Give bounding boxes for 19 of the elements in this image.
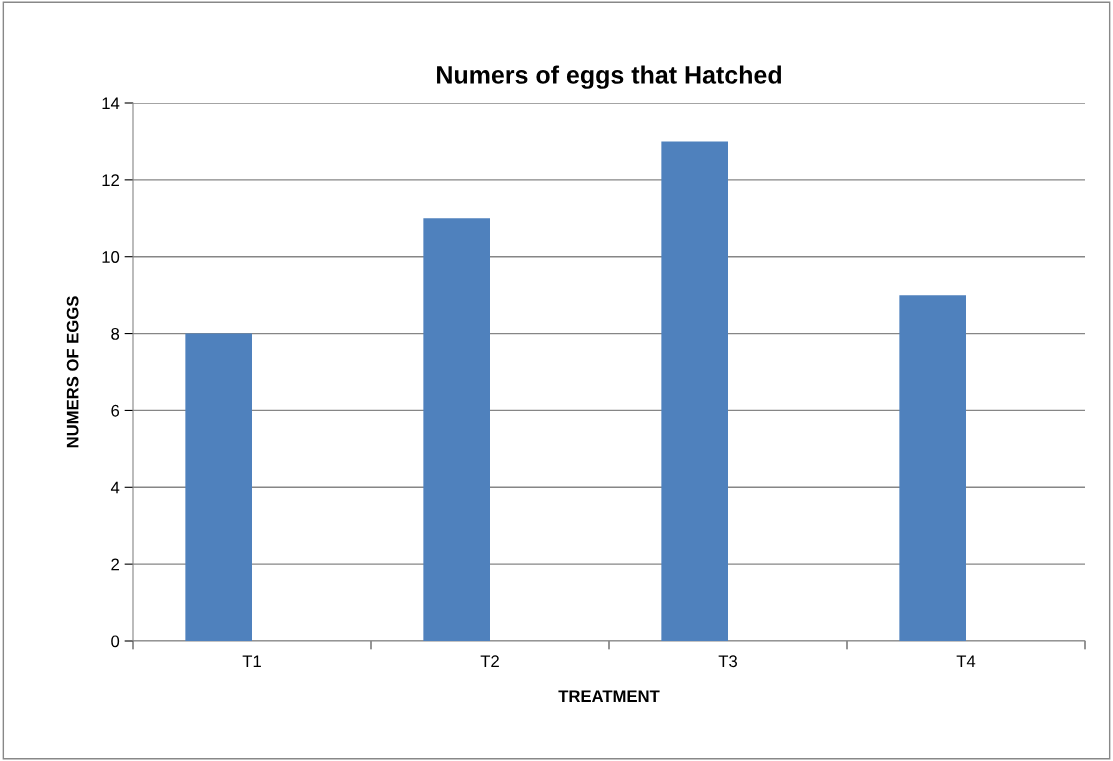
- y-tick-label: 6: [111, 404, 120, 417]
- y-tick-label: 4: [110, 481, 120, 494]
- y-tick-label: 0: [111, 635, 120, 648]
- y-tick-label: 14: [102, 97, 120, 110]
- y-tick-label: 12: [102, 174, 119, 186]
- x-tick-label: T3: [718, 655, 737, 668]
- x-axis-title: TREATMENT: [558, 690, 660, 702]
- x-tick-label: T1: [242, 655, 261, 667]
- bar: [185, 333, 252, 641]
- bar: [423, 218, 490, 641]
- x-tick-label: T4: [956, 655, 976, 667]
- bar: [899, 295, 966, 641]
- y-tick-label: 2: [111, 558, 119, 571]
- y-tick-label: 8: [111, 327, 120, 340]
- y-tick-label: 10: [102, 251, 120, 263]
- x-tick-label: T2: [480, 655, 499, 667]
- chart-title: Numers of eggs that Hatched: [437, 65, 781, 89]
- bar: [661, 141, 728, 641]
- y-axis-title: NUMERS OF EGGS: [66, 296, 79, 448]
